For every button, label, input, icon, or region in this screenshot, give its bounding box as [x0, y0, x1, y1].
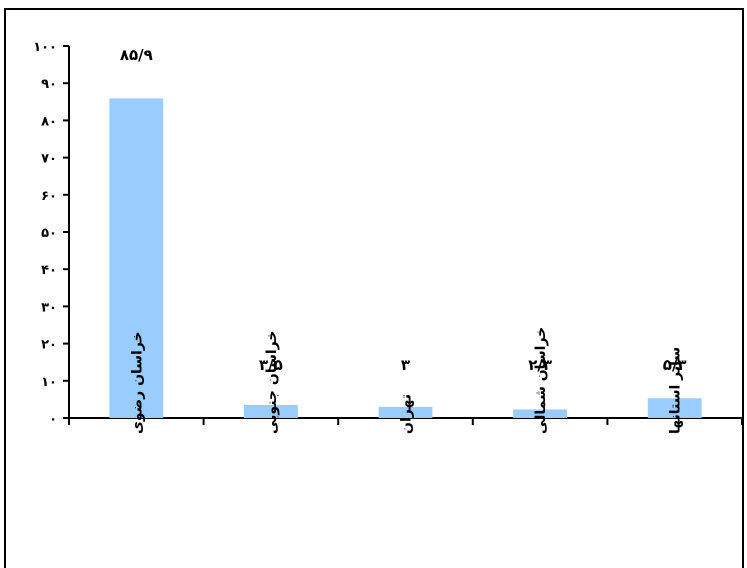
bar: [378, 406, 433, 418]
bar: [109, 98, 164, 419]
category-label: خراسان شمالی: [533, 327, 549, 434]
category-labels: خراسان رضوی خراسان جنوبی تهران خراسان شمالی…: [129, 327, 683, 434]
category-label: خراسان رضوی: [129, 331, 145, 434]
value-labels: ۸۵/۹ ۳/۵ ۳ ۲/۳ ۵/۳: [120, 46, 687, 374]
bars: [109, 98, 702, 419]
y-ticks: ۰ ۱۰ ۲۰ ۳۰ ۴۰ ۵۰ ۶۰ ۷۰ ۸۰ ۹۰ ۱۰۰: [33, 40, 69, 427]
value-label: ۲/۳: [528, 356, 552, 374]
category-label: سایر استانها: [668, 347, 684, 434]
y-tick-label: ۵۰: [41, 226, 57, 241]
bar: [647, 398, 702, 418]
y-tick-label: ۸۰: [41, 114, 57, 129]
bar: [243, 404, 298, 418]
value-label: ۳: [401, 356, 410, 374]
y-tick-label: ۳۰: [41, 300, 57, 315]
bar: [513, 409, 568, 418]
y-tick-label: ۲۰: [41, 338, 57, 353]
y-tick-label: ۱۰: [41, 375, 57, 390]
y-tick-label: ۴۰: [41, 263, 57, 278]
y-tick-label: ۰: [49, 412, 57, 427]
y-tick-label: ۹۰: [41, 77, 57, 92]
x-ticks: [68, 418, 743, 425]
value-label: ۳/۵: [259, 356, 283, 374]
y-tick-label: ۱۰۰: [33, 40, 57, 55]
value-label: ۸۵/۹: [120, 46, 153, 64]
category-label: خراسان جنوبی: [264, 331, 280, 434]
category-label: تهران: [399, 394, 415, 434]
value-label: ۵/۳: [663, 356, 687, 374]
y-tick-label: ۷۰: [41, 152, 57, 167]
y-tick-label: ۶۰: [41, 189, 57, 204]
